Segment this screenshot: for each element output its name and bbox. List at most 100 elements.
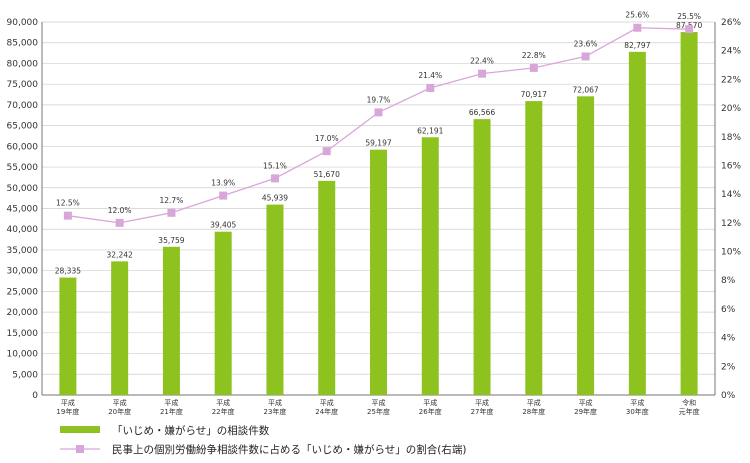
left-tick-label: 15,000 <box>7 329 39 339</box>
bar-value-label: 82,797 <box>624 41 650 50</box>
right-y-axis: 0% 2% 4% 6% 8% 10% 12% 14% 16% 18% 20% 22% 24% 26% <box>714 18 741 401</box>
category-labels: 平成19年度平成20年度平成21年度平成22年度平成23年度平成24年度平成25… <box>56 398 699 416</box>
left-tick-label: 75,000 <box>7 80 39 90</box>
left-tick-label: 25,000 <box>7 287 39 297</box>
left-tick-label: 40,000 <box>7 225 39 235</box>
left-tick-label: 45,000 <box>7 205 39 215</box>
line-marker <box>685 25 694 34</box>
category-label: 令和 <box>682 398 696 407</box>
left-tick-label: 65,000 <box>7 122 39 132</box>
category-label: 19年度 <box>56 407 79 416</box>
grid-lines <box>42 21 715 396</box>
right-tick-label: 6% <box>721 305 736 315</box>
category-label: 20年度 <box>108 407 131 416</box>
bar-value-label: 72,067 <box>572 85 598 94</box>
bar <box>577 96 595 395</box>
right-tick-label: 22% <box>721 75 741 85</box>
line-marker <box>167 208 176 217</box>
left-tick-label: 30,000 <box>7 267 39 277</box>
right-tick-label: 20% <box>721 104 741 114</box>
left-tick-label: 70,000 <box>7 101 39 111</box>
line-value-label: 12.7% <box>160 196 184 205</box>
line-value-label: 13.9% <box>211 179 235 188</box>
category-label: 平成 <box>423 398 437 407</box>
legend: 「いじめ・嫌がらせ」の相談件数 民事上の個別労働紛争相談件数に占める「いじめ・嫌… <box>60 424 466 456</box>
category-label: 平成 <box>113 398 127 407</box>
category-label: 25年度 <box>367 407 390 416</box>
bar <box>628 51 646 396</box>
left-tick-label: 20,000 <box>7 308 39 318</box>
line-value-label: 15.1% <box>263 161 287 170</box>
left-tick-label: 85,000 <box>7 39 39 49</box>
line-value-label: 22.4% <box>470 57 494 66</box>
line-marker <box>529 63 538 72</box>
line-marker <box>426 83 435 92</box>
right-tick-label: 26% <box>721 18 741 28</box>
bar-value-label: 62,191 <box>417 126 443 135</box>
line-marker <box>270 174 279 183</box>
legend-line-marker <box>76 445 84 453</box>
category-label: 平成 <box>268 398 282 407</box>
category-label: 平成 <box>216 398 230 407</box>
category-label: 22年度 <box>212 407 235 416</box>
right-tick-label: 0% <box>721 391 736 401</box>
right-tick-label: 18% <box>721 133 741 143</box>
line-marker <box>478 69 487 78</box>
left-tick-label: 0 <box>32 391 38 401</box>
right-tick-label: 16% <box>721 161 741 171</box>
right-tick-label: 8% <box>721 276 736 286</box>
bar <box>421 137 439 395</box>
category-label: 平成 <box>61 398 75 407</box>
bar <box>370 149 387 395</box>
category-label: 平成 <box>475 398 489 407</box>
line-value-label: 23.6% <box>574 39 598 48</box>
right-tick-label: 10% <box>721 248 741 258</box>
line-value-label: 25.6% <box>625 11 649 20</box>
bar-value-label: 32,242 <box>107 250 133 259</box>
category-label: 平成 <box>630 398 644 407</box>
category-label: 平成 <box>527 398 541 407</box>
right-tick-label: 14% <box>721 190 741 200</box>
bar-value-label: 45,939 <box>262 194 288 203</box>
bar-value-label: 51,670 <box>314 170 340 179</box>
bar <box>111 261 129 395</box>
left-tick-label: 10,000 <box>7 350 39 360</box>
line-marker <box>115 218 124 227</box>
category-label: 24年度 <box>315 407 338 416</box>
category-label: 30年度 <box>626 407 649 416</box>
bar <box>318 180 336 395</box>
line-marker <box>374 108 383 117</box>
right-tick-label: 2% <box>721 362 736 372</box>
right-tick-label: 12% <box>721 219 741 229</box>
line-value-label: 12.5% <box>56 199 80 208</box>
line-value-label: 22.8% <box>522 51 546 60</box>
category-label: 28年度 <box>522 407 545 416</box>
legend-bar-label: 「いじめ・嫌がらせ」の相談件数 <box>112 424 270 437</box>
category-label: 26年度 <box>419 407 442 416</box>
bar-value-label: 66,566 <box>469 108 495 117</box>
bar <box>266 204 284 395</box>
category-label: 平成 <box>579 398 593 407</box>
right-tick-label: 4% <box>721 334 736 344</box>
line-value-label: 17.0% <box>315 134 339 143</box>
line-marker <box>322 147 331 156</box>
category-label: 平成 <box>320 398 334 407</box>
category-label: 元年度 <box>679 407 700 416</box>
line-value-label: 19.7% <box>367 95 391 104</box>
bar-value-label: 59,197 <box>365 139 391 148</box>
legend-line-label: 民事上の個別労働紛争相談件数に占める「いじめ・嫌がらせ」の割合(右端) <box>112 443 466 456</box>
category-label: 平成 <box>372 398 386 407</box>
line-series <box>63 23 694 227</box>
line-marker <box>63 211 72 220</box>
left-tick-label: 5,000 <box>12 370 38 380</box>
bar <box>680 32 698 396</box>
left-tick-label: 35,000 <box>7 246 39 256</box>
legend-bar-swatch <box>60 426 100 433</box>
line-marker <box>633 23 642 32</box>
category-label: 23年度 <box>264 407 287 416</box>
bar <box>214 231 232 395</box>
left-tick-label: 90,000 <box>7 18 39 28</box>
line-data-labels: 12.5% 12.0% 12.7% 13.9% 15.1% 17.0% 19.7% 21.4%… <box>56 11 701 215</box>
line-value-label: 12.0% <box>108 206 132 215</box>
